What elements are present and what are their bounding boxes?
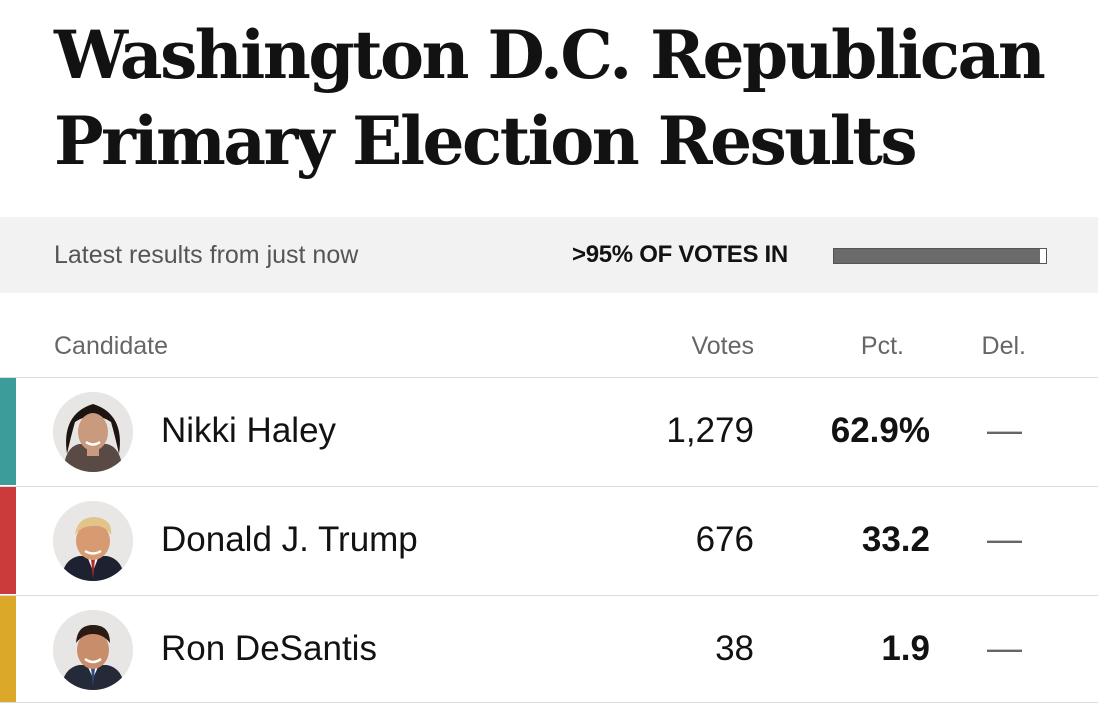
table-row: Ron DeSantis 38 1.9 — <box>0 595 1098 703</box>
candidate-pct: 33.2 <box>861 520 930 559</box>
party-color-stripe <box>0 378 16 485</box>
candidate-name: Ron DeSantis <box>161 629 377 668</box>
candidate-votes: 676 <box>695 520 754 559</box>
table-row: Donald J. Trump 676 33.2 — <box>0 486 1098 594</box>
votes-in-progress-fill <box>834 249 1040 263</box>
party-color-stripe <box>0 487 16 594</box>
candidate-name: Donald J. Trump <box>161 520 418 559</box>
votes-in-label: >95% OF VOTES IN <box>572 241 788 268</box>
party-color-stripe <box>0 596 16 702</box>
column-header-delegates: Del. <box>981 332 1026 360</box>
last-updated-text: Latest results from just now <box>54 241 359 269</box>
candidate-votes: 1,279 <box>666 411 754 450</box>
ron-desantis-avatar <box>53 610 133 690</box>
candidate-delegates: — <box>987 629 1022 668</box>
candidate-delegates: — <box>987 520 1022 559</box>
candidate-pct: 62.9% <box>830 411 930 450</box>
candidate-name: Nikki Haley <box>161 411 337 450</box>
donald-trump-avatar <box>53 501 133 581</box>
candidate-delegates: — <box>987 411 1022 450</box>
nikki-haley-avatar <box>53 392 133 472</box>
column-header-candidate: Candidate <box>54 332 168 360</box>
column-header-votes: Votes <box>691 332 754 360</box>
results-table-header: Candidate Votes Pct. Del. <box>0 318 1098 376</box>
column-header-pct: Pct. <box>860 332 904 360</box>
votes-in-progress-bar <box>833 248 1047 264</box>
candidate-pct: 1.9 <box>881 629 930 668</box>
page-title: Washington D.C. Republican Primary Elect… <box>54 16 1046 180</box>
table-row: Nikki Haley 1,279 62.9% — <box>0 377 1098 485</box>
results-status-bar: Latest results from just now >95% OF VOT… <box>0 217 1098 293</box>
candidate-votes: 38 <box>715 629 754 668</box>
